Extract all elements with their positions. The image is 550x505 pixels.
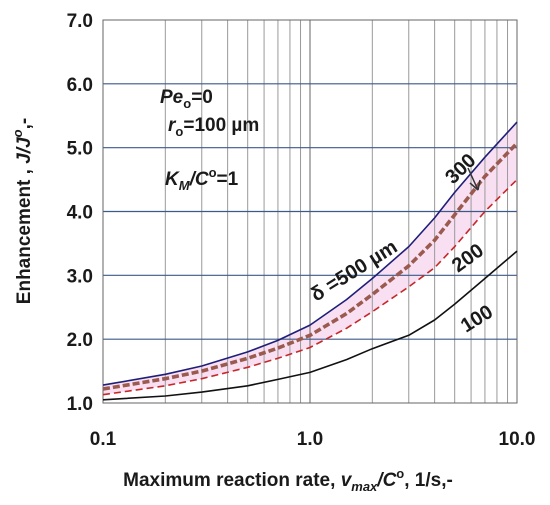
annotation-peclet-main: Pe: [160, 87, 184, 108]
x-tick-label: 0.1: [90, 429, 117, 450]
annotation-km-mid: /C: [189, 169, 209, 190]
series-line-0: [102, 121, 518, 386]
annotation-km: KM/Co=1: [165, 165, 239, 193]
annotation-radius-sub: o: [175, 124, 183, 139]
x-axis-title-sub: max: [351, 479, 378, 494]
annotation-peclet: Peo=0: [160, 87, 213, 111]
x-axis-title-suffix: , 1/s,-: [404, 470, 453, 491]
annotation-km-rest: =1: [217, 169, 239, 190]
series-line-2: [102, 179, 518, 396]
grid: [103, 20, 517, 403]
plot-frame: [102, 19, 518, 404]
series-line-3: [102, 250, 518, 401]
y-axis-title-suffix: ,-: [14, 118, 35, 130]
y-tick-label: 6.0: [67, 75, 93, 96]
x-axis-title-sup: o: [396, 466, 404, 481]
x-axis-title-mid: /C: [376, 470, 396, 491]
annotation-km-sup: o: [209, 165, 217, 180]
annotation-km-main: K: [165, 169, 180, 190]
y-tick-label: 4.0: [67, 203, 93, 224]
annotation-radius: ro=100 µm: [168, 115, 259, 139]
annotation-km-sub: M: [179, 178, 191, 193]
y-tick-label: 5.0: [67, 139, 93, 160]
y-axis-title: Enhancement , J/Jo,-: [10, 118, 35, 304]
x-axis-title-var: v: [341, 470, 353, 491]
y-axis-title-var: J/J: [14, 137, 35, 164]
tick-labels: 0.1 1.0 10.0 1.0 2.0 3.0 4.0 5.0 6.0 7.0: [67, 11, 536, 450]
y-tick-label: 1.0: [67, 394, 93, 415]
annotation-peclet-rest: =0: [191, 87, 213, 108]
x-axis-title: Maximum reaction rate, vmax/Co, 1/s,-: [123, 466, 453, 494]
annotation-peclet-sub: o: [183, 96, 191, 111]
x-tick-label: 10.0: [499, 429, 536, 450]
y-axis-title-sup: o: [10, 129, 25, 137]
series-line-1: [102, 141, 519, 391]
annotation-radius-rest: =100 µm: [183, 115, 259, 136]
y-axis-title-prefix: Enhancement ,: [14, 164, 35, 304]
x-axis-title-prefix: Maximum reaction rate,: [123, 470, 341, 491]
x-tick-label: 1.0: [297, 429, 323, 450]
y-tick-label: 7.0: [67, 11, 93, 32]
series-layer: [102, 121, 519, 401]
annotation-radius-main: r: [168, 115, 177, 136]
arrow-300: [467, 167, 481, 191]
y-tick-label: 2.0: [67, 330, 93, 351]
y-tick-label: 3.0: [67, 266, 93, 287]
